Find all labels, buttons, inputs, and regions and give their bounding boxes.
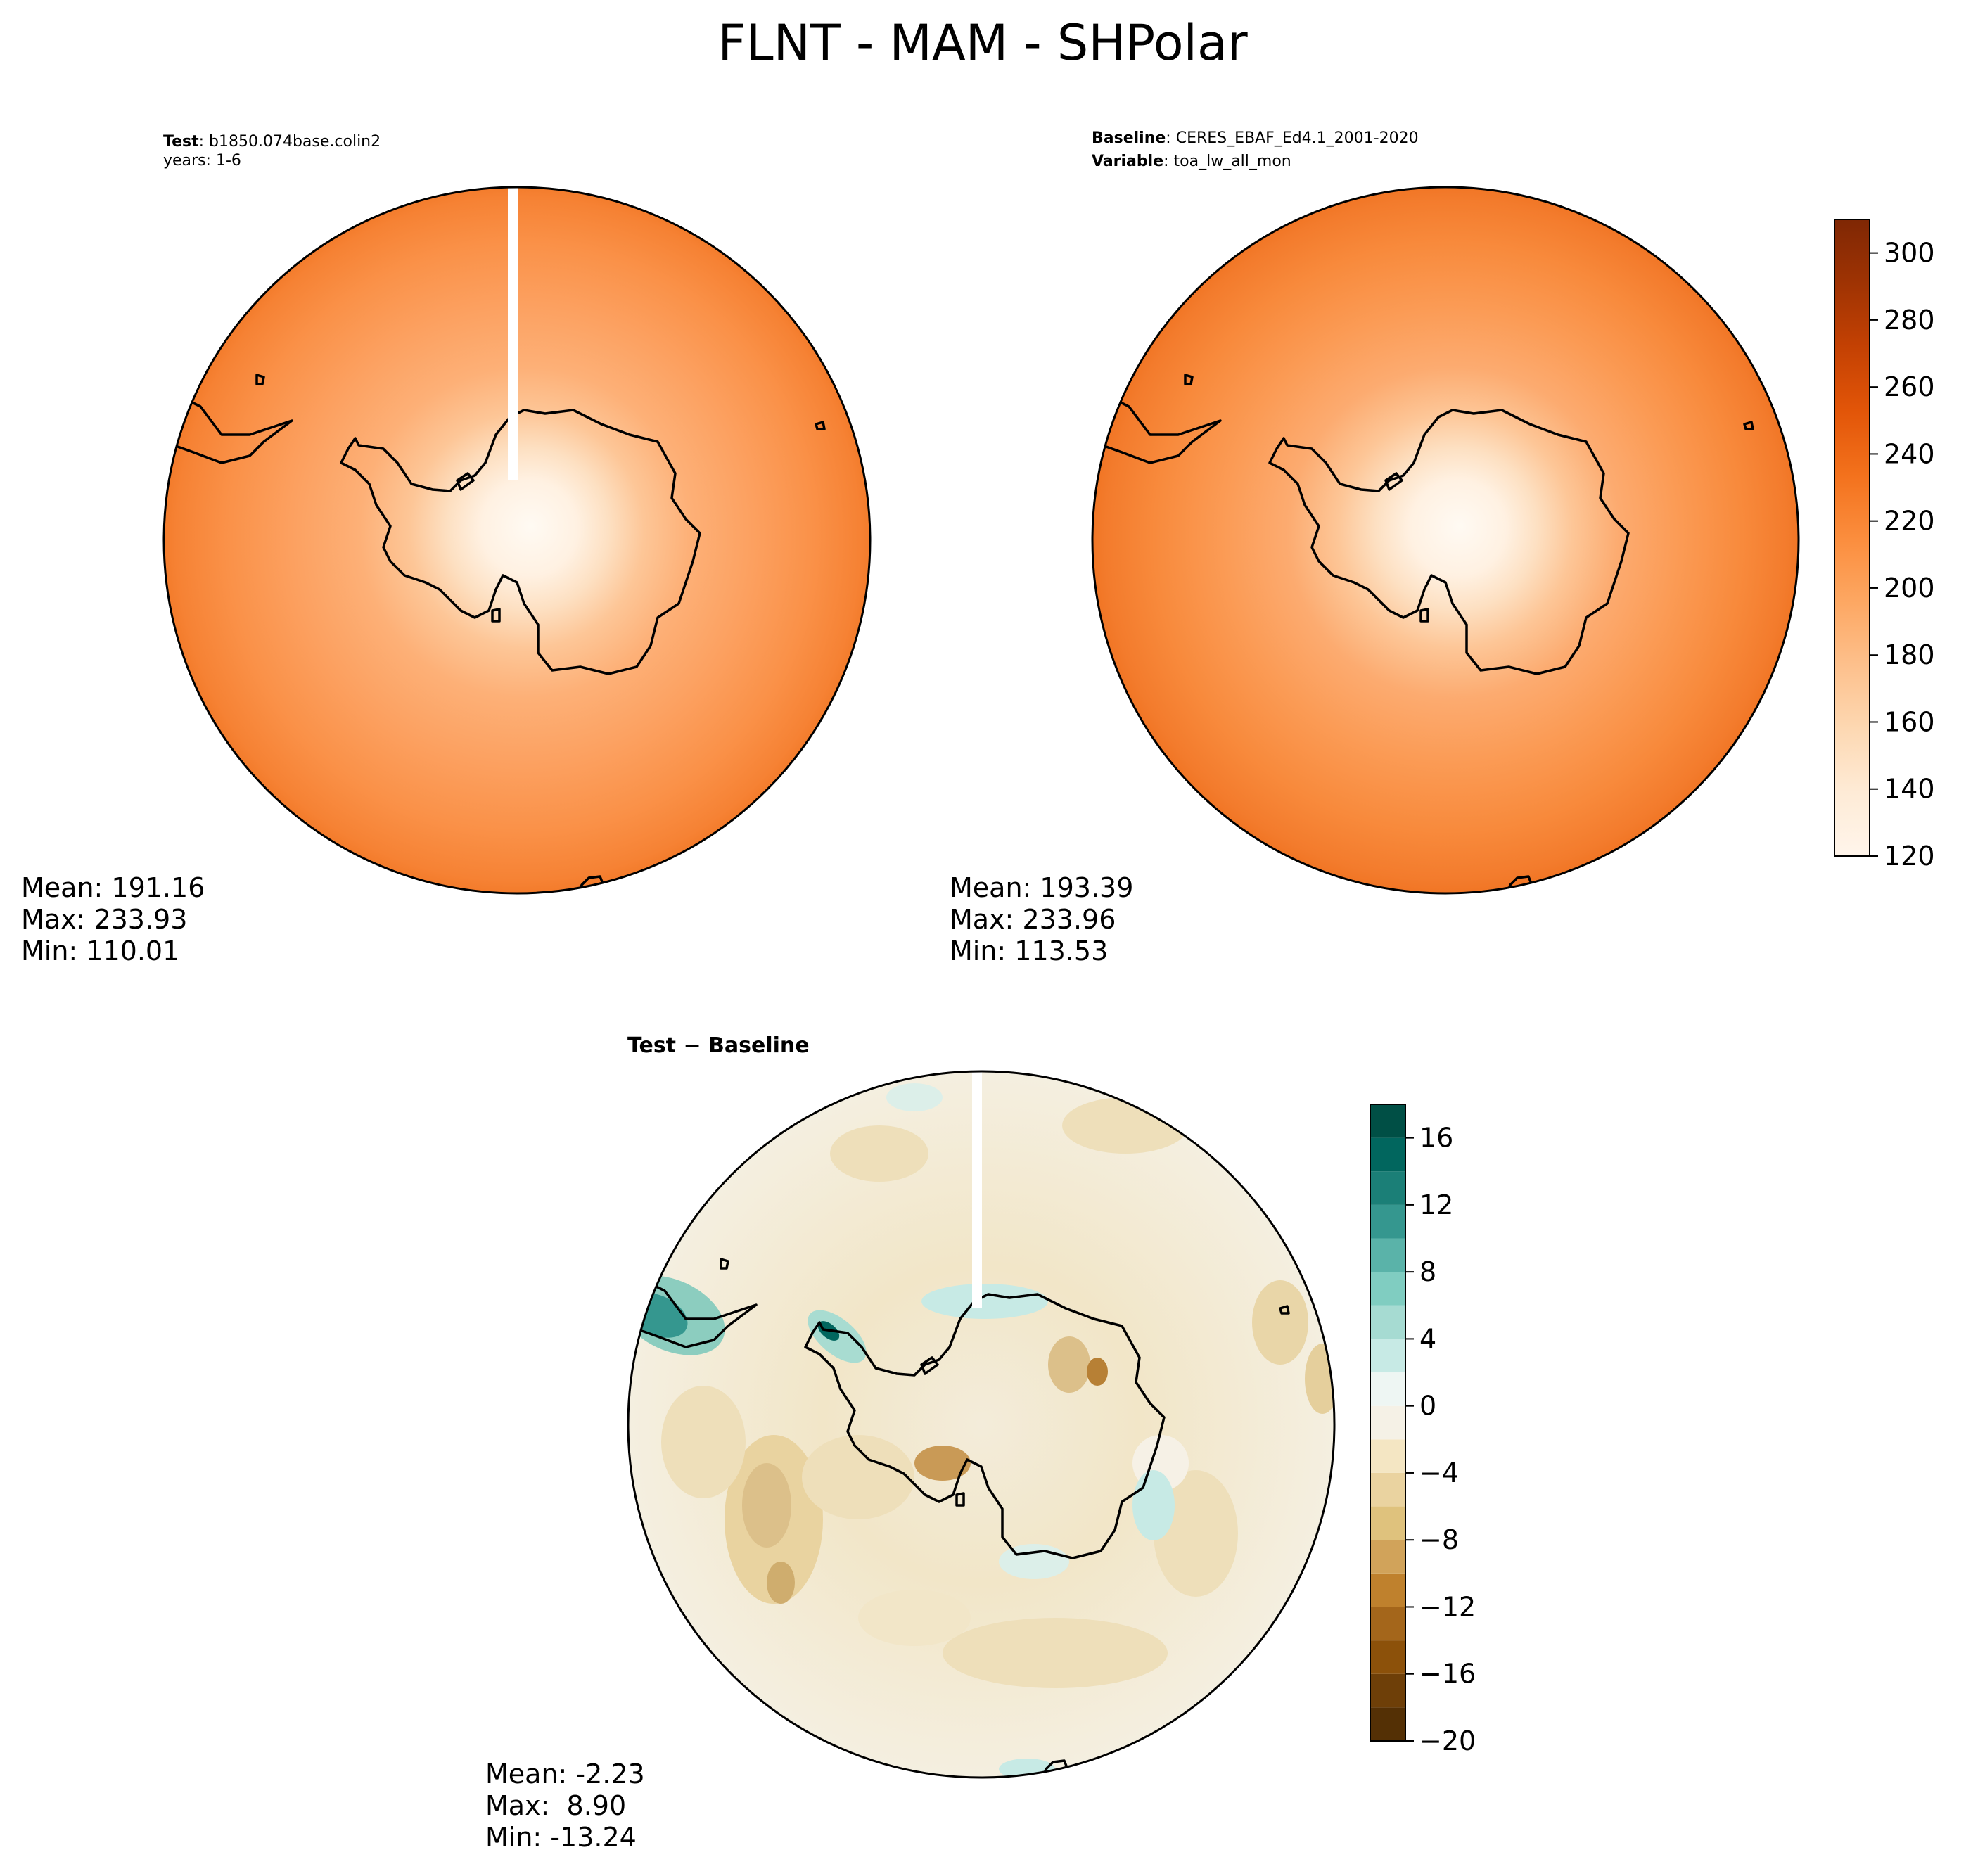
baseline-mean: Mean: 193.39: [950, 872, 1133, 903]
antarctica-coastline: [1268, 409, 1630, 675]
colorbar-tick-label: 180: [1884, 639, 1935, 670]
colorbar-level: [1370, 1104, 1405, 1138]
island-coastline: [815, 421, 826, 430]
test-panel: Test: b1850.074base.colin2 years: 1-6 Me…: [21, 133, 872, 966]
test-data-gap: [508, 187, 518, 480]
test-map: [164, 187, 870, 893]
diff-data-gap: [972, 1071, 982, 1308]
colorbar-tick-label: 300: [1884, 238, 1935, 269]
colorbar-tick-label: 16: [1419, 1123, 1453, 1154]
diff-min: Min: -13.24: [485, 1822, 637, 1853]
test-mean: Mean: 191.16: [21, 872, 205, 903]
south-america-coastline: [628, 1282, 758, 1348]
test-max: Max: 233.93: [21, 904, 187, 935]
colorbar-tick-label: 8: [1419, 1256, 1436, 1287]
colorbar-tick-label: 12: [1419, 1189, 1453, 1220]
main-colorbar: 120 140 160 180 200 220 240 260 280 300: [1834, 219, 1935, 872]
colorbar-tick-label: 200: [1884, 573, 1935, 604]
colorbar-tick-label: −8: [1419, 1524, 1459, 1555]
diff-header: Test − Baseline: [627, 1033, 810, 1058]
diff-colorbar: −20 −16 −12 −8 −4 0 4 8 12 16: [1370, 1104, 1476, 1756]
island-coastline: [491, 608, 501, 623]
island-coastline: [1184, 374, 1194, 385]
island-coastline: [1743, 421, 1754, 430]
test-map-boundary: [162, 186, 872, 895]
test-header-line2: years: 1-6: [163, 152, 241, 170]
colorbar-level: [1370, 1372, 1405, 1406]
diff-map-boundary: [627, 1070, 1336, 1779]
colorbar-level: [1370, 1573, 1405, 1607]
colorbar-level: [1370, 1272, 1405, 1306]
baseline-map: [1092, 187, 1799, 893]
colorbar-level: [1370, 1472, 1405, 1507]
colorbar-level: [1370, 1640, 1405, 1674]
test-min: Min: 110.01: [21, 936, 179, 966]
colorbar-level: [1370, 1540, 1405, 1574]
island-coastline: [720, 1258, 729, 1270]
colorbar-level: [1370, 1673, 1405, 1708]
diff-panel: Test − Baseline: [485, 1033, 1336, 1853]
colorbar-tick-label: 280: [1884, 305, 1935, 336]
colorbar-tick-label: 240: [1884, 438, 1935, 469]
colorbar-level: [1370, 1439, 1405, 1473]
colorbar-level: [1370, 1707, 1405, 1741]
colorbar-level: [1370, 1506, 1405, 1540]
island-coastline: [1419, 608, 1429, 623]
test-header-line1: Test: b1850.074base.colin2: [163, 133, 381, 151]
south-america-coastline: [1092, 398, 1222, 464]
colorbar-tick-label: −16: [1419, 1659, 1476, 1690]
colorbar-tick-label: −4: [1419, 1457, 1459, 1488]
baseline-header-line1: Baseline: CERES_EBAF_Ed4.1_2001-2020: [1092, 129, 1419, 147]
south-america-coastline: [164, 398, 293, 464]
colorbar-level: [1370, 1339, 1405, 1373]
diff-map: [628, 1071, 1334, 1778]
diff-mean: Mean: -2.23: [485, 1759, 645, 1789]
colorbar-tick-label: 120: [1884, 841, 1935, 872]
colorbar-level: [1370, 1137, 1405, 1172]
colorbar-tick-label: 160: [1884, 706, 1935, 737]
island-coastline: [255, 374, 265, 385]
colorbar-tick-label: −20: [1419, 1725, 1476, 1756]
diff-max: Max: 8.90: [485, 1790, 626, 1821]
island-coastline: [1384, 472, 1403, 491]
baseline-header-line2: Variable: toa_lw_all_mon: [1092, 153, 1291, 170]
island-coastline: [955, 1492, 965, 1507]
baseline-panel: Baseline: CERES_EBAF_Ed4.1_2001-2020 Var…: [950, 129, 1800, 966]
baseline-min: Min: 113.53: [950, 936, 1108, 966]
antarctica-coastline: [804, 1293, 1166, 1559]
island-coastline: [1279, 1305, 1290, 1315]
island-coastline: [920, 1356, 939, 1375]
colorbar-tick-label: 220: [1884, 506, 1935, 537]
colorbar-level: [1370, 1171, 1405, 1205]
colorbar-tick-label: 260: [1884, 371, 1935, 402]
colorbar-tick-label: 4: [1419, 1323, 1436, 1354]
colorbar-level: [1370, 1204, 1405, 1239]
colorbar-tick-label: 0: [1419, 1391, 1436, 1422]
baseline-map-boundary: [1091, 186, 1800, 895]
colorbar-level: [1370, 1607, 1405, 1641]
antarctica-coastline: [340, 409, 701, 675]
colorbar-level: [1370, 1405, 1405, 1440]
colorbar-level: [1370, 1238, 1405, 1272]
baseline-max: Max: 233.96: [950, 904, 1116, 935]
colorbar-level: [1370, 1305, 1405, 1339]
colorbar-tick-label: −12: [1419, 1591, 1476, 1622]
colorbar-tick-label: 140: [1884, 774, 1935, 805]
figure-title: FLNT - MAM - SHPolar: [717, 14, 1248, 72]
island-coastline: [456, 472, 475, 491]
